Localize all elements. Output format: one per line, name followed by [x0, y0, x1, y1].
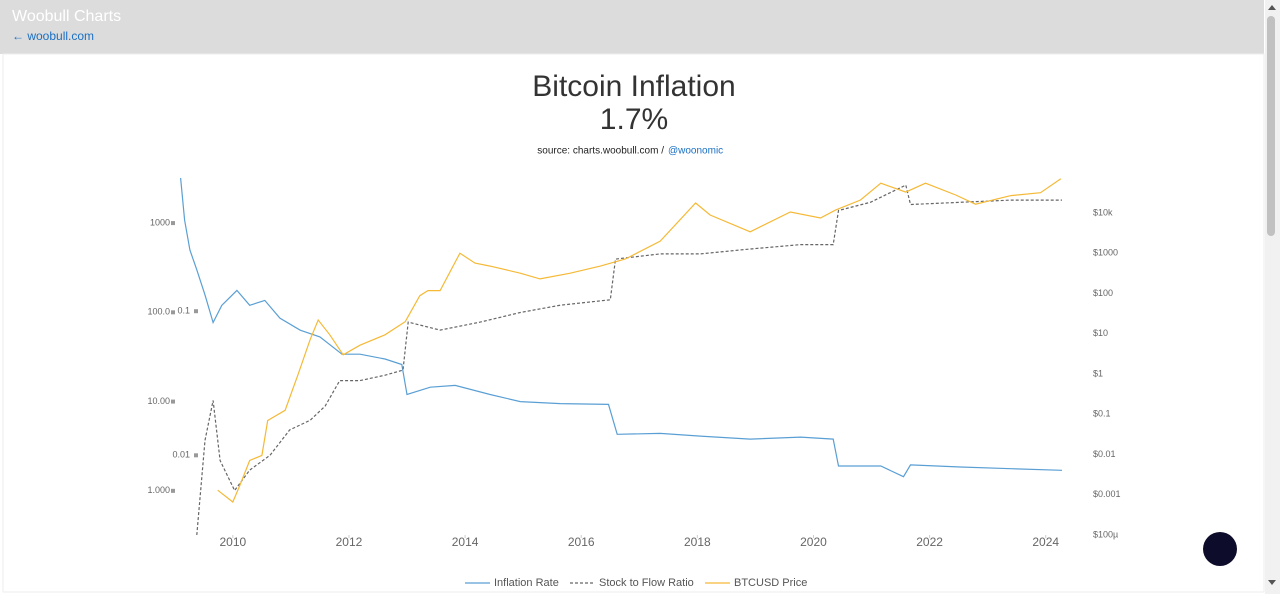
chart-title: Bitcoin Inflation — [532, 70, 735, 103]
series-line — [180, 177, 1063, 478]
y-tick-mark — [171, 488, 175, 493]
y2-tick-label: $0.01 — [1093, 449, 1116, 459]
scrollbar-thumb[interactable] — [1267, 16, 1275, 236]
legend-label: Stock to Flow Ratio — [599, 577, 694, 589]
y2-tick-label: $10 — [1093, 328, 1108, 338]
y-tick-label: 10.00 — [147, 396, 170, 406]
y-tick-label: 100.0 — [147, 307, 170, 317]
y3-tick-mark — [194, 309, 198, 314]
series-line — [217, 178, 1062, 503]
y-tick-mark — [171, 399, 175, 404]
y3-tick-label: 0.1 — [177, 306, 190, 316]
x-tick-label: 2018 — [684, 535, 711, 549]
y3-tick-label: 0.01 — [172, 450, 190, 460]
y2-tick-label: $1 — [1093, 368, 1103, 378]
x-tick-label: 2024 — [1032, 535, 1059, 549]
scroll-down[interactable] — [1268, 580, 1276, 585]
x-tick-label: 2016 — [568, 535, 595, 549]
series-line — [196, 184, 1062, 536]
y2-tick-label: $0.001 — [1093, 489, 1121, 499]
y2-tick-label: $0.1 — [1093, 409, 1111, 419]
y-tick-label: 1.000 — [147, 485, 170, 495]
legend-label: BTCUSD Price — [734, 577, 807, 589]
y3-tick-mark — [194, 453, 198, 458]
source-link[interactable]: @woonomic — [668, 146, 723, 157]
y2-tick-label: $1000 — [1093, 248, 1118, 258]
y2-tick-label: $100 — [1093, 288, 1113, 298]
site-title: Woobull Charts — [12, 8, 121, 25]
y2-tick-label: $10k — [1093, 207, 1113, 217]
x-tick-label: 2010 — [219, 535, 246, 549]
chat-button[interactable] — [1203, 532, 1237, 566]
legend-label: Inflation Rate — [494, 577, 559, 589]
y-tick-label: 1000 — [150, 217, 170, 227]
x-tick-label: 2012 — [336, 535, 363, 549]
y-tick-mark — [171, 221, 175, 226]
chart-subtitle: 1.7% — [600, 103, 668, 136]
x-tick-label: 2022 — [916, 535, 943, 549]
y-tick-mark — [171, 310, 175, 315]
source-text: source: charts.woobull.com / — [537, 146, 664, 157]
back-link[interactable]: ← woobull.com — [12, 29, 94, 43]
scroll-up[interactable] — [1268, 5, 1276, 10]
header-bar — [0, 0, 1264, 54]
y2-tick-label: $100µ — [1093, 529, 1118, 539]
x-tick-label: 2014 — [452, 535, 479, 549]
x-tick-label: 2020 — [800, 535, 827, 549]
